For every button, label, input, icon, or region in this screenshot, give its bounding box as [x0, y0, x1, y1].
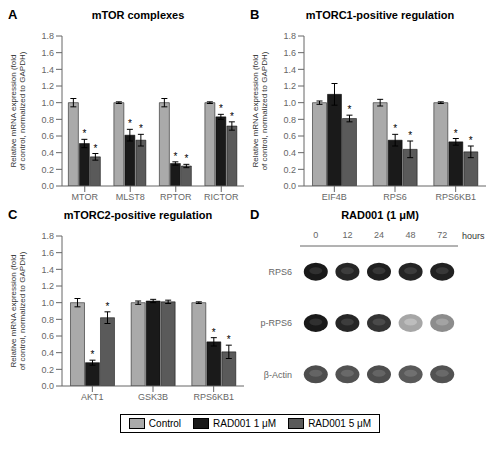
svg-text:hours: hours: [462, 231, 485, 241]
svg-text:1.8: 1.8: [41, 231, 54, 241]
svg-text:0.4: 0.4: [41, 348, 54, 358]
svg-text:1.6: 1.6: [283, 48, 296, 58]
svg-text:24: 24: [374, 230, 384, 240]
svg-text:1.2: 1.2: [41, 81, 54, 91]
html-text:Control: Control: [148, 418, 182, 429]
svg-text:1.8: 1.8: [283, 31, 296, 41]
html-text:mTOR complexes: mTOR complexes: [91, 9, 185, 21]
svg-text:RPTOR: RPTOR: [160, 192, 192, 202]
html-text:B: B: [250, 7, 260, 22]
svg-text:0.6: 0.6: [41, 331, 54, 341]
svg-text:*: *: [348, 104, 352, 115]
svg-text:AKT1: AKT1: [81, 392, 104, 402]
svg-text:1.8: 1.8: [41, 31, 54, 41]
svg-text:*: *: [173, 151, 177, 162]
svg-text:0.4: 0.4: [283, 148, 296, 158]
svg-text:GSK3B: GSK3B: [138, 392, 168, 402]
svg-text:1.4: 1.4: [283, 65, 296, 75]
svg-text:0.2: 0.2: [41, 365, 54, 375]
svg-text:0.8: 0.8: [41, 115, 54, 125]
svg-text:Relative mRNA expression (fold: Relative mRNA expression (foldof control…: [9, 251, 27, 370]
svg-text:p-RPS6: p-RPS6: [260, 318, 292, 328]
svg-text:0.0: 0.0: [283, 181, 296, 191]
svg-text:1.0: 1.0: [41, 98, 54, 108]
svg-text:RPS6KB1: RPS6KB1: [435, 192, 476, 202]
svg-text:*: *: [393, 123, 397, 134]
html-text:RAD001 (1 μM): RAD001 (1 μM): [341, 209, 419, 221]
svg-text:0.0: 0.0: [41, 181, 54, 191]
svg-text:1.4: 1.4: [41, 265, 54, 275]
html-text:C: C: [8, 207, 18, 222]
svg-text:1.6: 1.6: [41, 48, 54, 58]
svg-text:0: 0: [313, 230, 318, 240]
svg-text:Relative mRNA expression (fold: Relative mRNA expression (foldof control…: [9, 51, 27, 170]
svg-text:*: *: [408, 130, 412, 141]
svg-text:0.6: 0.6: [283, 131, 296, 141]
svg-text:RPS6: RPS6: [383, 192, 407, 202]
svg-text:1.0: 1.0: [41, 298, 54, 308]
svg-text:1.6: 1.6: [41, 248, 54, 258]
svg-text:RPS6KB1: RPS6KB1: [193, 392, 234, 402]
svg-text:1.2: 1.2: [283, 81, 296, 91]
svg-text:*: *: [106, 301, 110, 312]
html-text:RAD001 5 μM: RAD001 5 μM: [308, 418, 372, 429]
svg-text:0.0: 0.0: [41, 381, 54, 391]
svg-text:*: *: [219, 103, 223, 114]
svg-text:*: *: [82, 128, 86, 139]
svg-text:*: *: [212, 327, 216, 338]
svg-text:0.2: 0.2: [41, 165, 54, 175]
svg-text:1.4: 1.4: [41, 65, 54, 75]
svg-text:0.6: 0.6: [41, 131, 54, 141]
svg-text:1.0: 1.0: [283, 98, 296, 108]
svg-text:48: 48: [406, 230, 416, 240]
svg-text:1.2: 1.2: [41, 281, 54, 291]
svg-text:*: *: [454, 128, 458, 139]
svg-text:0.2: 0.2: [283, 165, 296, 175]
svg-text:EIF4B: EIF4B: [322, 192, 347, 202]
svg-text:12: 12: [342, 230, 352, 240]
svg-text:0.4: 0.4: [41, 148, 54, 158]
html-text:mTORC1-positive regulation: mTORC1-positive regulation: [305, 9, 455, 21]
html-text:D: D: [250, 207, 260, 222]
html-text:RAD001 1 μM: RAD001 1 μM: [213, 418, 277, 429]
svg-text:0.8: 0.8: [283, 115, 296, 125]
svg-text:72: 72: [437, 230, 447, 240]
svg-text:0.8: 0.8: [41, 315, 54, 325]
svg-text:*: *: [91, 349, 95, 360]
svg-text:*: *: [139, 123, 143, 134]
svg-text:*: *: [227, 334, 231, 345]
svg-text:RICTOR: RICTOR: [204, 192, 239, 202]
svg-text:β-Actin: β-Actin: [264, 370, 292, 380]
svg-text:*: *: [93, 143, 97, 154]
html-text:mTORC2-positive regulation: mTORC2-positive regulation: [63, 209, 213, 221]
svg-text:MTOR: MTOR: [72, 192, 99, 202]
svg-text:*: *: [184, 153, 188, 164]
html-text:A: A: [8, 7, 18, 22]
svg-text:*: *: [128, 118, 132, 129]
svg-text:Relative mRNA expression (fold: Relative mRNA expression (foldof control…: [251, 51, 269, 170]
svg-text:MLST8: MLST8: [116, 192, 145, 202]
svg-text:*: *: [230, 111, 234, 122]
svg-text:*: *: [469, 135, 473, 146]
svg-text:RPS6: RPS6: [268, 267, 292, 277]
